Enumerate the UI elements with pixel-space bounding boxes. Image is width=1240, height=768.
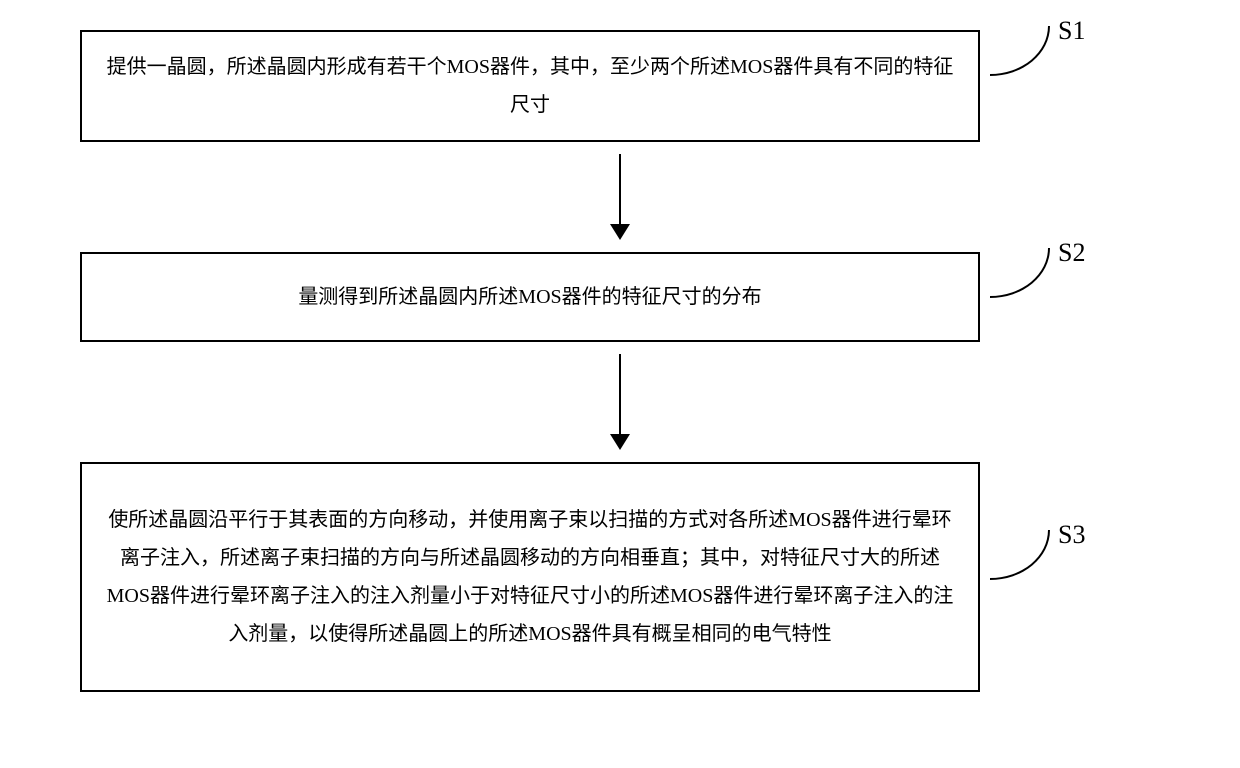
step-s1-box: 提供一晶圆，所述晶圆内形成有若干个MOS器件，其中，至少两个所述MOS器件具有不… xyxy=(80,30,980,142)
step-s3-box: 使所述晶圆沿平行于其表面的方向移动，并使用离子束以扫描的方式对各所述MOS器件进… xyxy=(80,462,980,692)
row-s3: 使所述晶圆沿平行于其表面的方向移动，并使用离子束以扫描的方式对各所述MOS器件进… xyxy=(80,462,1160,692)
label-s1: S1 xyxy=(1058,16,1085,46)
step-s2-text: 量测得到所述晶圆内所述MOS器件的特征尺寸的分布 xyxy=(298,278,761,316)
arrow-head xyxy=(610,434,630,450)
step-s1-text: 提供一晶圆，所述晶圆内形成有若干个MOS器件，其中，至少两个所述MOS器件具有不… xyxy=(106,48,954,124)
arrow-head xyxy=(610,224,630,240)
curve-s2 xyxy=(990,248,1050,298)
step-s2-box: 量测得到所述晶圆内所述MOS器件的特征尺寸的分布 xyxy=(80,252,980,342)
flowchart-container: 提供一晶圆，所述晶圆内形成有若干个MOS器件，其中，至少两个所述MOS器件具有不… xyxy=(80,30,1160,692)
arrow-s1-s2 xyxy=(610,154,630,240)
row-s2: 量测得到所述晶圆内所述MOS器件的特征尺寸的分布 S2 xyxy=(80,252,1160,342)
arrow-line xyxy=(619,354,621,434)
arrow-s2-s3 xyxy=(610,354,630,450)
label-s2: S2 xyxy=(1058,238,1085,268)
arrow-line xyxy=(619,154,621,224)
step-s3-text: 使所述晶圆沿平行于其表面的方向移动，并使用离子束以扫描的方式对各所述MOS器件进… xyxy=(106,501,954,653)
curve-s1 xyxy=(990,26,1050,76)
label-s3: S3 xyxy=(1058,520,1085,550)
curve-s3 xyxy=(990,530,1050,580)
label-wrap-s1: S1 xyxy=(990,48,1085,98)
label-wrap-s3: S3 xyxy=(990,552,1085,602)
label-wrap-s2: S2 xyxy=(990,270,1085,320)
row-s1: 提供一晶圆，所述晶圆内形成有若干个MOS器件，其中，至少两个所述MOS器件具有不… xyxy=(80,30,1160,142)
